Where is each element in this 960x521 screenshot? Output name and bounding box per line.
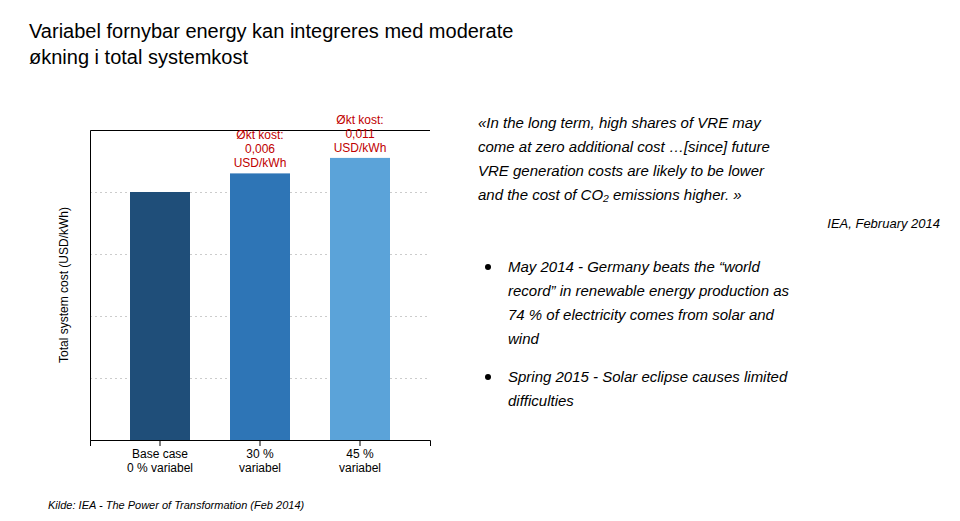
text-line: May 2014 - Germany beats the “world bbox=[508, 258, 760, 275]
tick-mark bbox=[160, 440, 161, 446]
x-tick-label: Base case0 % variabel bbox=[127, 447, 193, 475]
x-axis-line bbox=[91, 441, 431, 447]
bar bbox=[330, 158, 390, 440]
text-line: come at zero additional cost …[since] fu… bbox=[478, 138, 770, 155]
bullet-dot bbox=[485, 264, 491, 270]
quote: «In the long term, high shares of VRE ma… bbox=[478, 114, 770, 203]
tick-mark bbox=[260, 440, 261, 446]
text-line: variabel bbox=[339, 461, 381, 475]
bar bbox=[230, 173, 290, 440]
x-tick: Base case0 % variabel bbox=[127, 440, 193, 475]
text-line: and the cost of CO₂ emissions higher. » bbox=[478, 186, 742, 203]
text-line: wind bbox=[508, 330, 540, 347]
x-tick: 30 %variabel bbox=[239, 440, 281, 475]
bullet: Spring 2015 - Solar eclipse causes limit… bbox=[508, 368, 788, 409]
text-line: Variabel fornybar energy kan integreres … bbox=[29, 20, 513, 42]
y-axis-line bbox=[91, 131, 431, 441]
annotation: Økt kost:0,006USD/kWh bbox=[234, 128, 287, 170]
x-axis: Base case0 % variabel30 %variabel45 %var… bbox=[91, 440, 431, 475]
text-line: difficulties bbox=[508, 392, 574, 409]
x-tick-label: 30 %variabel bbox=[239, 447, 281, 475]
text-line: USD/kWh bbox=[234, 156, 287, 170]
bar bbox=[130, 192, 190, 440]
bars bbox=[130, 158, 390, 440]
text-line: 74 % of electricity comes from solar and bbox=[508, 306, 775, 323]
text-line: 30 % bbox=[246, 447, 274, 461]
bullet: May 2014 - Germany beats the “world recor… bbox=[508, 258, 789, 347]
text-line: variabel bbox=[239, 461, 281, 475]
quote-credit: IEA, February 2014 bbox=[827, 216, 940, 231]
text-line: «In the long term, high shares of VRE ma… bbox=[478, 114, 762, 131]
text-line: Økt kost: bbox=[336, 113, 383, 127]
text-line: Spring 2015 - Solar eclipse causes limit… bbox=[508, 368, 788, 385]
text-line: 0,006 bbox=[245, 142, 275, 156]
text-line: 0 % variabel bbox=[127, 461, 193, 475]
text-line: 0,011 bbox=[345, 127, 374, 141]
y-axis bbox=[90, 131, 430, 441]
x-tick: 45 %variabel bbox=[339, 440, 381, 475]
tick-mark bbox=[360, 440, 361, 446]
source: Kilde: IEA - The Power of Transformation… bbox=[48, 499, 305, 511]
y-axis-title: Total system cost (USD/kWh) bbox=[57, 207, 71, 363]
bullet-dot bbox=[485, 374, 491, 380]
text-line: VRE generation costs are likely to be lo… bbox=[478, 162, 765, 179]
chart: Variabel fornybar energy kan integreres … bbox=[0, 0, 960, 521]
annotation: Økt kost:0,011USD/kWh bbox=[334, 113, 387, 155]
text-line: record” in renewable energy production a… bbox=[508, 282, 789, 299]
title: Variabel fornybar energy kan integreres … bbox=[29, 20, 513, 68]
text-line: Økt kost: bbox=[236, 128, 283, 142]
text-line: Base case bbox=[132, 447, 188, 461]
text-line: økning i total systemkost bbox=[29, 46, 248, 68]
x-tick-label: 45 %variabel bbox=[339, 447, 381, 475]
text-line: USD/kWh bbox=[334, 141, 387, 155]
text-line: 45 % bbox=[346, 447, 374, 461]
